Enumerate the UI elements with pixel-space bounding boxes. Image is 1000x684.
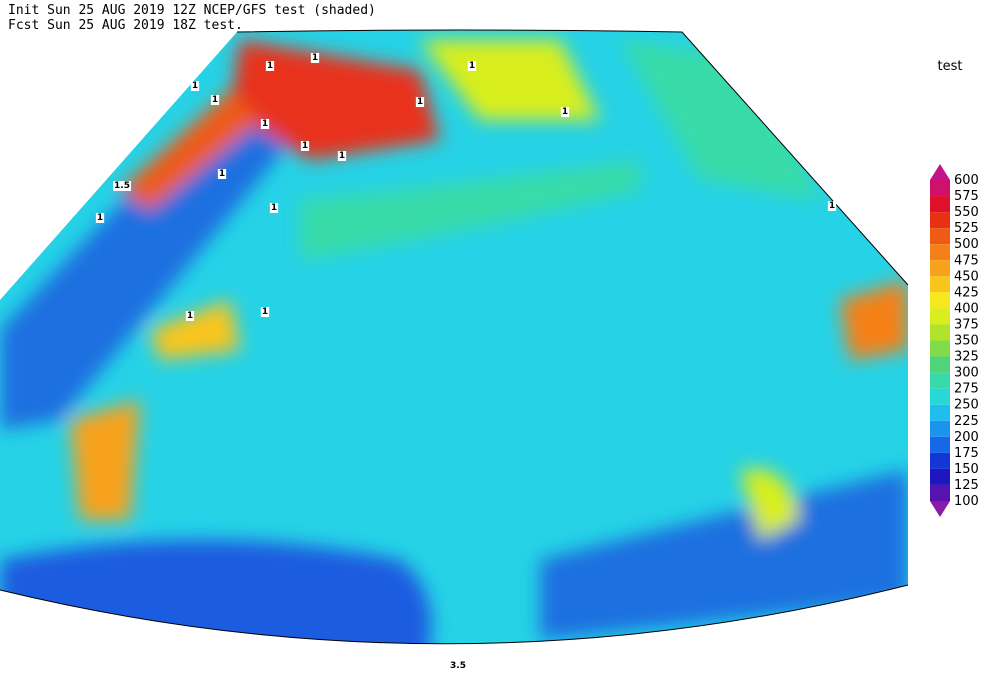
- contour-label: 3.5: [450, 661, 466, 671]
- contour-label: 1: [262, 307, 268, 317]
- contour-label: 1: [417, 97, 423, 107]
- colorbar-label: 600: [954, 173, 979, 188]
- colorbar-swatch: [930, 388, 950, 405]
- contour-label: 1: [262, 119, 268, 129]
- contour-label-box: [827, 201, 837, 211]
- colorbar-label: 475: [954, 253, 979, 268]
- colorbar-swatch: [930, 196, 950, 213]
- colorbar-label: 550: [954, 205, 979, 220]
- contour-label-box: [265, 61, 275, 71]
- colorbar-swatch: [930, 420, 950, 437]
- colorbar-swatch: [930, 468, 950, 485]
- contour-label-box: [190, 81, 200, 91]
- colorbar-swatch: [930, 452, 950, 469]
- contour-label: 1: [339, 151, 345, 161]
- init-line: Init Sun 25 AUG 2019 12Z NCEP/GFS test (…: [8, 3, 376, 18]
- colorbar-label: 500: [954, 237, 979, 252]
- colorbar-swatch: [930, 324, 950, 341]
- contour-label-box: [113, 181, 131, 191]
- contour-label: 1: [187, 311, 193, 321]
- contour-label-box: [269, 203, 279, 213]
- colorbar-label: 275: [954, 382, 979, 397]
- colorbar-swatch: [930, 308, 950, 325]
- contour-label-box: [260, 307, 270, 317]
- colorbar-label: 325: [954, 350, 979, 365]
- contour-label: 1.5: [114, 181, 130, 191]
- colorbar-label: 150: [954, 462, 979, 477]
- colorbar-swatch: [930, 436, 950, 453]
- contour-label: 1: [219, 169, 225, 179]
- contour-label-box: [95, 213, 105, 223]
- contour-label-box: [337, 151, 347, 161]
- contour-label-box: [260, 119, 270, 129]
- contour-label: 1: [829, 201, 835, 211]
- colorbar-label: 425: [954, 285, 979, 300]
- colorbar-swatch: [930, 228, 950, 245]
- contour-label: 1: [271, 203, 277, 213]
- colorbar-label: 250: [954, 398, 979, 413]
- contour-label: 1: [97, 213, 103, 223]
- colorbar-label: 200: [954, 430, 979, 445]
- colorbar-label: 525: [954, 221, 979, 236]
- colorbar: 6005755505255004754504254003753503253002…: [930, 164, 979, 517]
- contour-label: 1: [302, 141, 308, 151]
- contour-label-box: [449, 661, 467, 671]
- contour-label-box: [560, 107, 570, 117]
- colorbar-swatch: [930, 180, 950, 197]
- contour-label-box: [415, 97, 425, 107]
- colorbar-label: 125: [954, 478, 979, 493]
- colorbar-label: 225: [954, 414, 979, 429]
- colorbar-label: 300: [954, 366, 979, 381]
- colorbar-swatch: [930, 340, 950, 357]
- contour-label-box: [467, 61, 477, 71]
- contour-label-box: [300, 141, 310, 151]
- contour-label: 1: [192, 81, 198, 91]
- colorbar-swatch: [930, 276, 950, 293]
- colorbar-swatch: [930, 356, 950, 373]
- colorbar-cap: [930, 164, 950, 180]
- colorbar-swatch: [930, 260, 950, 277]
- colorbar-label: 450: [954, 269, 979, 284]
- contour-label-box: [310, 53, 320, 63]
- contour-label: 1: [312, 53, 318, 63]
- colorbar-label: 375: [954, 317, 979, 332]
- colorbar-swatch: [930, 484, 950, 501]
- contour-label: 1: [267, 61, 273, 71]
- colorbar-title: test: [938, 59, 963, 74]
- colorbar-label: 175: [954, 446, 979, 461]
- contour-labels: 1 1 1 1 1 1 1 1 1 1 1 1 1 1 1 1 1.5 3.5: [95, 53, 837, 671]
- colorbar-swatch: [930, 244, 950, 261]
- contour-label-box: [210, 95, 220, 105]
- contour-label-box: [217, 169, 227, 179]
- contour-label: 1: [562, 107, 568, 117]
- colorbar-label: 350: [954, 334, 979, 349]
- colorbar-cap: [930, 501, 950, 517]
- fcst-line: Fcst Sun 25 AUG 2019 18Z test.: [8, 18, 243, 33]
- colorbar-swatch: [930, 404, 950, 421]
- contour-label: 1: [212, 95, 218, 105]
- contour-label-box: [185, 311, 195, 321]
- colorbar-label: 100: [954, 494, 979, 509]
- map-border: [0, 29, 909, 645]
- colorbar-swatch: [930, 212, 950, 229]
- contour-label: 1: [469, 61, 475, 71]
- map: [0, 30, 908, 644]
- colorbar-swatch: [930, 292, 950, 309]
- colorbar-label: 575: [954, 189, 979, 204]
- colorbar-swatch: [930, 372, 950, 389]
- colorbar-label: 400: [954, 301, 979, 316]
